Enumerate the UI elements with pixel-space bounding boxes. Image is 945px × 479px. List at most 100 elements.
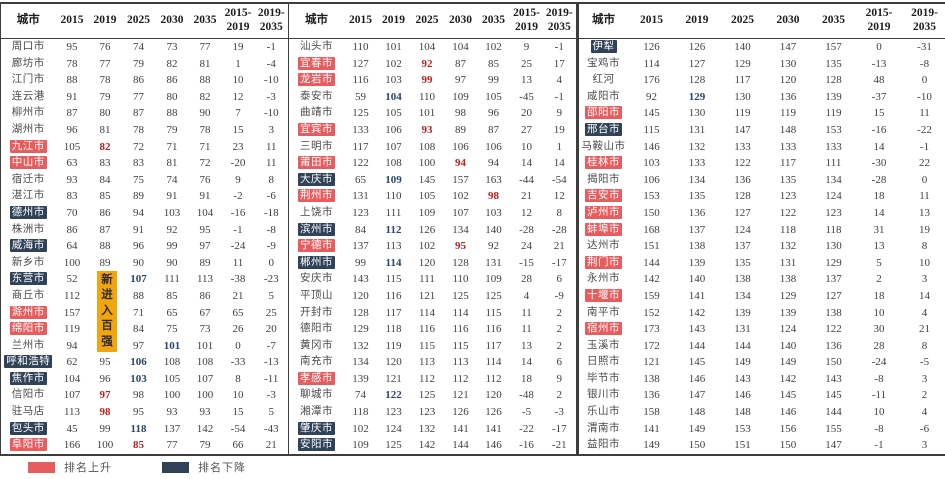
rank-cell: 153 bbox=[734, 422, 751, 435]
rank-cell: 11 bbox=[919, 190, 930, 203]
rank-cell: 146 bbox=[643, 140, 660, 153]
rank-cell: 95 bbox=[99, 356, 111, 369]
table-row: 达州市 151 138 137 132 130 13 8 bbox=[579, 238, 945, 255]
table-row: 日照市 121 145 149 149 150 -24 -5 bbox=[579, 354, 945, 371]
rank-cell: 116 bbox=[385, 289, 402, 302]
rank-cell: 141 bbox=[688, 289, 706, 302]
rank-cell: 5 bbox=[268, 406, 275, 419]
rank-cell: 141 bbox=[485, 422, 502, 435]
rank-cell: 143 bbox=[734, 372, 751, 385]
rank-cell: -6 bbox=[266, 190, 276, 203]
rank-cell: 96 bbox=[133, 240, 144, 253]
city-name-highlight-down: 邢台市 bbox=[585, 122, 622, 136]
city-name: 揭阳市 bbox=[587, 173, 620, 185]
rank-cell: 136 bbox=[688, 206, 706, 219]
rank-cell: 104 bbox=[418, 41, 436, 53]
rank-cell: -2 bbox=[233, 190, 243, 203]
banner-char: 入 bbox=[101, 304, 113, 317]
rank-cell: 91 bbox=[133, 223, 144, 236]
rank-cell: 149 bbox=[688, 422, 706, 435]
rank-cell: 157 bbox=[63, 306, 81, 319]
table-row: 平顶山 120 116 121 125 125 4 -9 bbox=[289, 288, 577, 305]
rank-cell: 145 bbox=[688, 356, 706, 369]
rank-cell: 117 bbox=[734, 74, 751, 87]
rank-cell: 125 bbox=[485, 289, 502, 302]
table-row: 益阳市 149 150 151 150 147 -1 3 bbox=[579, 437, 945, 455]
rank-cell: 98 bbox=[133, 389, 144, 402]
city-name-highlight-up: 桂林市 bbox=[585, 156, 622, 170]
rank-cell: 74 bbox=[133, 41, 144, 53]
city-cell: 南平市 bbox=[579, 305, 629, 322]
table-row: 宜春市 127 102 92 87 85 25 17 bbox=[289, 56, 577, 73]
rank-cell: 11 bbox=[265, 157, 277, 170]
table-row: 阜阳市 166 100 85 77 79 66 21 bbox=[1, 437, 289, 455]
city-name: 曲靖市 bbox=[300, 107, 333, 119]
table-row: 滁州市157927165676525 bbox=[1, 305, 289, 322]
rank-cell: 147 bbox=[779, 41, 797, 53]
city-cell: 玉溪市 bbox=[579, 338, 629, 355]
rank-cell: 112 bbox=[418, 372, 436, 385]
rank-cell: 134 bbox=[452, 223, 469, 236]
city-name: 周口市 bbox=[11, 41, 45, 52]
rank-cell: 112 bbox=[452, 372, 469, 385]
city-name-highlight-down: 滨州市 bbox=[298, 222, 335, 236]
rank-cell: 120 bbox=[779, 74, 797, 87]
city-cell: 江门市 bbox=[1, 72, 56, 89]
rank-cell: 71 bbox=[133, 306, 144, 319]
city-name-highlight-up: 宁德市 bbox=[298, 239, 335, 253]
rank-cell: 101 bbox=[196, 339, 214, 352]
rank-cell: 117 bbox=[352, 140, 369, 153]
rank-cell: 131 bbox=[485, 256, 502, 269]
rank-cell: 88 bbox=[66, 74, 78, 87]
city-name-highlight-up: 吉安市 bbox=[585, 189, 622, 203]
rank-cell: 65 bbox=[355, 173, 366, 186]
table-row: 揭阳市 106 134 136 135 134 -28 0 bbox=[579, 172, 945, 189]
rank-cell: 173 bbox=[643, 323, 660, 336]
city-cell: 红河 bbox=[579, 72, 629, 89]
rank-cell: 96 bbox=[66, 123, 78, 136]
city-name: 上饶市 bbox=[300, 206, 333, 218]
rank-cell: 103 bbox=[385, 74, 402, 87]
rank-cell: 95 bbox=[199, 223, 211, 236]
rank-cell: 0 bbox=[921, 173, 928, 186]
rank-cell: 117 bbox=[385, 306, 402, 319]
city-name: 银川市 bbox=[587, 389, 620, 401]
rank-value-red: 95 bbox=[455, 240, 466, 253]
rank-cell: 14 bbox=[521, 157, 532, 170]
rank-cell: 102 bbox=[485, 41, 502, 53]
rank-cell: 122 bbox=[377, 387, 410, 404]
rank-cell: 21 bbox=[521, 190, 532, 203]
rank-cell: 102 bbox=[418, 240, 436, 253]
city-cell: 伊犁 bbox=[579, 39, 629, 56]
rank-cell: 144 bbox=[734, 339, 751, 352]
rank-cell: 142 bbox=[196, 422, 214, 435]
rank-cell: 101 bbox=[385, 41, 402, 53]
rank-cell: 138 bbox=[688, 240, 706, 253]
rank-cell: -31 bbox=[917, 41, 932, 53]
rank-cell: 13 bbox=[521, 339, 532, 352]
rank-cell: 103 bbox=[643, 157, 660, 170]
table-row: 马鞍山市 146 132 133 133 133 14 -1 bbox=[579, 139, 945, 156]
rank-cell: 124 bbox=[825, 190, 842, 203]
rank-cell: 8 bbox=[921, 240, 928, 253]
table-row: 德阳市 129 118 116 116 116 11 2 bbox=[289, 321, 577, 338]
table-header: 城市 2015 2019 2025 2030 2035 2015- 2019 2019- 20… bbox=[578, 3, 945, 39]
rank-cell: 0 bbox=[876, 41, 882, 53]
rank-cell: 158 bbox=[643, 406, 660, 419]
rank-cell: 135 bbox=[779, 173, 797, 186]
rank-cell: 76 bbox=[99, 41, 111, 53]
rank-cell: 113 bbox=[418, 356, 436, 369]
new-top100-banner: 新进入百强 bbox=[97, 271, 117, 352]
rank-cell: 6 bbox=[556, 273, 563, 286]
rank-cell: 76 bbox=[199, 173, 211, 186]
rank-down-label: 排名下降 bbox=[198, 462, 246, 474]
rank-cell: 75 bbox=[166, 323, 178, 336]
rank-cell: 133 bbox=[825, 140, 842, 153]
rank-cell: 119 bbox=[825, 107, 842, 120]
rank-cell: 139 bbox=[734, 306, 751, 319]
rank-cell: 3 bbox=[921, 273, 928, 286]
rank-cell: 100 bbox=[63, 256, 81, 269]
rank-cell: -1 bbox=[919, 140, 930, 153]
rank-cell: -5 bbox=[919, 356, 930, 369]
rank-cell: 109 bbox=[485, 273, 502, 286]
